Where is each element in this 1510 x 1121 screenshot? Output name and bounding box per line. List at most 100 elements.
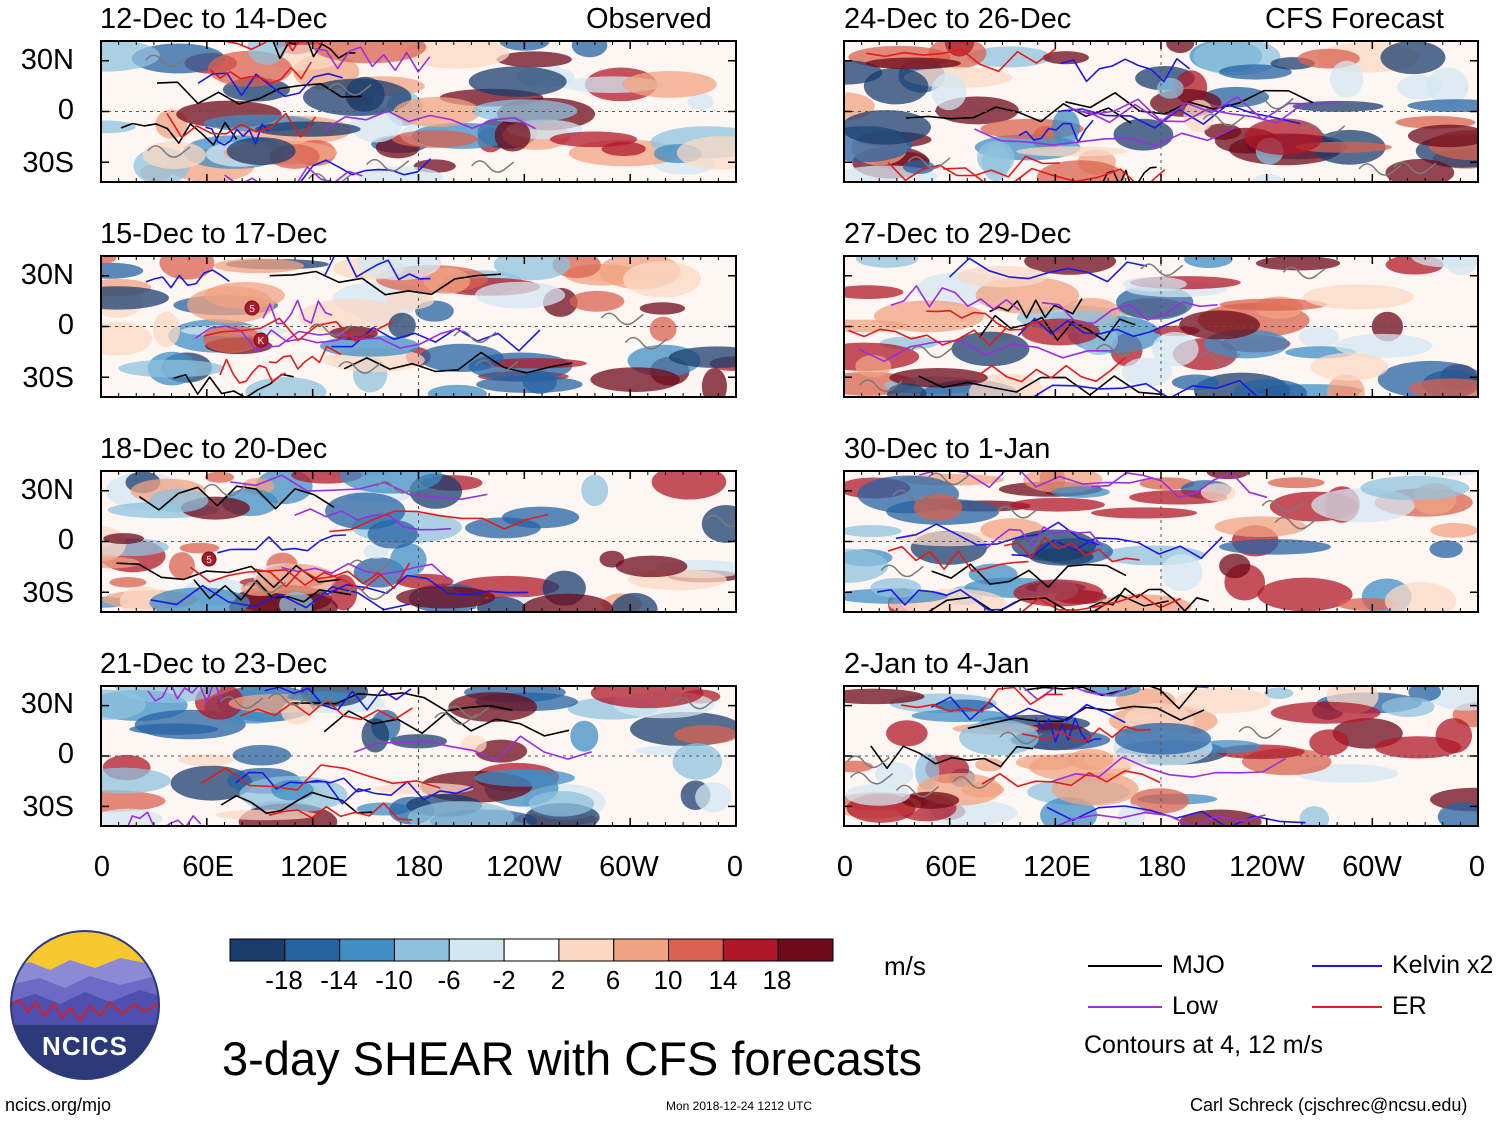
contour-line [127, 811, 202, 826]
shear-blob [101, 286, 169, 310]
shear-blob [1334, 333, 1433, 358]
coastline [309, 323, 353, 337]
contour-line [931, 563, 1127, 588]
coastline [220, 696, 264, 709]
shear-blob [913, 493, 963, 521]
shear-blob [695, 782, 732, 813]
coastline [927, 472, 971, 486]
shear-blob [601, 141, 646, 157]
shear-blob [1310, 352, 1389, 381]
shear-blob [1337, 597, 1397, 611]
contour-line [866, 48, 1056, 73]
shear-blob [423, 267, 471, 295]
shear-blob [178, 754, 234, 767]
shear-blob [1437, 802, 1478, 826]
contour-line [145, 269, 230, 289]
contour-line [989, 298, 1083, 319]
map-panel [100, 255, 737, 398]
coastline [328, 82, 372, 96]
shear-blob [844, 548, 889, 583]
contour-line [205, 123, 269, 146]
coastline [704, 514, 736, 528]
coastline [1274, 516, 1318, 530]
contour-line [974, 127, 1234, 147]
shear-blob [1385, 159, 1455, 182]
shear-blob [886, 720, 928, 747]
shear-blob [356, 256, 442, 281]
legend-label-low: Low [1172, 992, 1218, 1020]
coastline [880, 564, 924, 578]
contour-line [203, 317, 394, 342]
shear-blob [1411, 256, 1478, 268]
contour-line [268, 345, 342, 370]
shear-blob [1407, 124, 1478, 148]
coastline [849, 771, 894, 785]
coastline [348, 559, 392, 573]
coastline [673, 696, 717, 710]
x-tick-label: 0 [1468, 851, 1486, 883]
shear-blob [865, 57, 961, 70]
coastline [475, 359, 519, 373]
shear-blob [255, 121, 361, 137]
coastline [1358, 163, 1402, 176]
storm-marker: K [253, 332, 269, 348]
shear-blob [615, 555, 688, 578]
x-tick-label: 0 [836, 851, 854, 883]
y-tick-label: 30N [20, 688, 74, 720]
map-panel [843, 685, 1479, 827]
contour-line [901, 686, 1063, 713]
contour-line [329, 510, 549, 533]
contour-line [926, 309, 1045, 331]
shear-blob [149, 587, 250, 612]
contour-line [895, 521, 1100, 546]
shear-blob [982, 144, 1010, 182]
coastline [267, 692, 311, 706]
coastline [338, 361, 382, 374]
y-tick-label: 0 [57, 524, 74, 556]
shear-blob [1429, 540, 1463, 559]
shear-blob [863, 67, 929, 105]
colorbar-label: 14 [708, 965, 738, 995]
shear-blob [1381, 696, 1435, 717]
shear-blob [1329, 60, 1364, 98]
contour-line [1021, 725, 1151, 742]
source-url[interactable]: ncics.org/mjo [5, 1095, 112, 1115]
colorbar-label: 6 [605, 965, 621, 995]
x-tick-label: 180 [1137, 851, 1187, 883]
coastline [290, 693, 334, 706]
shear-blob [339, 471, 443, 494]
contour-line [1011, 536, 1223, 559]
coastline [896, 784, 940, 798]
shear-blob [101, 556, 140, 569]
shear-blob [101, 790, 166, 812]
shear-blob [522, 593, 614, 612]
shear-blob [1380, 41, 1446, 75]
shear-blob [570, 720, 599, 752]
shear-blob [202, 324, 262, 353]
contour-line [1031, 379, 1259, 397]
coastline [1140, 263, 1184, 277]
shear-blob [215, 809, 317, 821]
shear-blob [1267, 477, 1325, 489]
map-panel [100, 685, 737, 827]
contour-line [887, 545, 1029, 572]
shear-blob [396, 573, 454, 589]
timestamp: Mon 2018-12-24 1212 UTC [666, 1099, 813, 1113]
shear-blob [493, 256, 571, 281]
contour-line [976, 356, 1127, 383]
coastline [147, 145, 191, 158]
x-tick-label: 120E [1023, 851, 1091, 883]
shear-blob [204, 471, 235, 483]
colorbar-swatch [558, 938, 615, 962]
shear-blob [427, 384, 487, 397]
x-tick-label: 60E [925, 851, 977, 883]
contour-line [314, 46, 431, 73]
contour-line [981, 770, 1161, 788]
contour-line [138, 485, 335, 511]
contour-line [1091, 472, 1268, 499]
y-tick-label: 0 [57, 309, 74, 341]
y-tick-label: 30S [22, 147, 74, 179]
shear-blob [474, 769, 575, 787]
contour-line [1068, 98, 1301, 124]
